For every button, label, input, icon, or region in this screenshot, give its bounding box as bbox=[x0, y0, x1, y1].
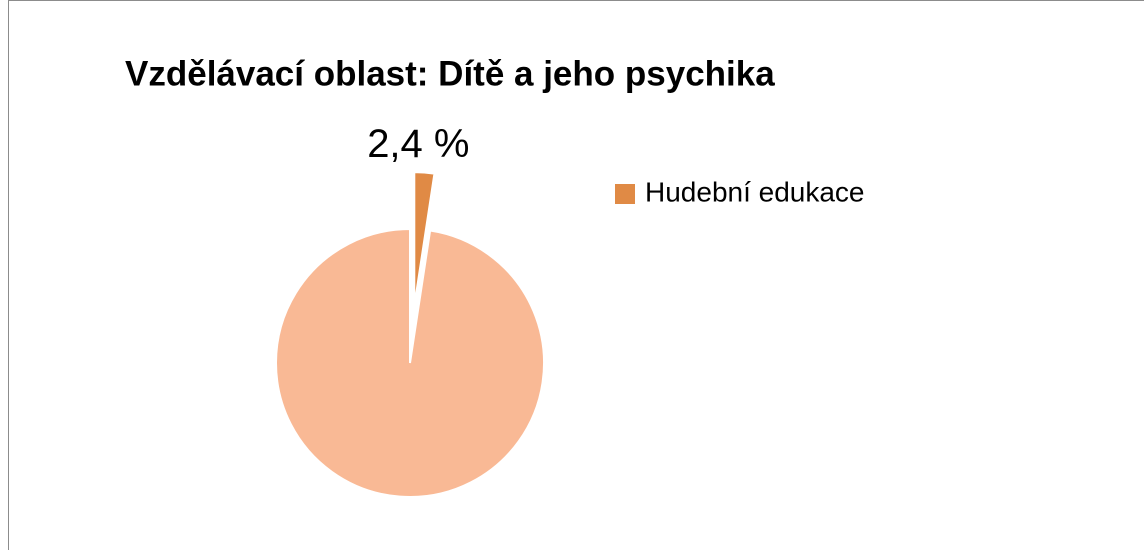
legend-label: Hudební edukace bbox=[645, 176, 865, 207]
chart-title: Vzdělávací oblast: Dítě a jeho psychika bbox=[125, 54, 775, 93]
legend-swatch bbox=[615, 184, 635, 204]
chart-frame bbox=[8, 0, 1144, 550]
pie-slice bbox=[413, 171, 436, 307]
data-label: 2,4 % bbox=[367, 122, 469, 166]
pie-slice bbox=[274, 227, 545, 498]
